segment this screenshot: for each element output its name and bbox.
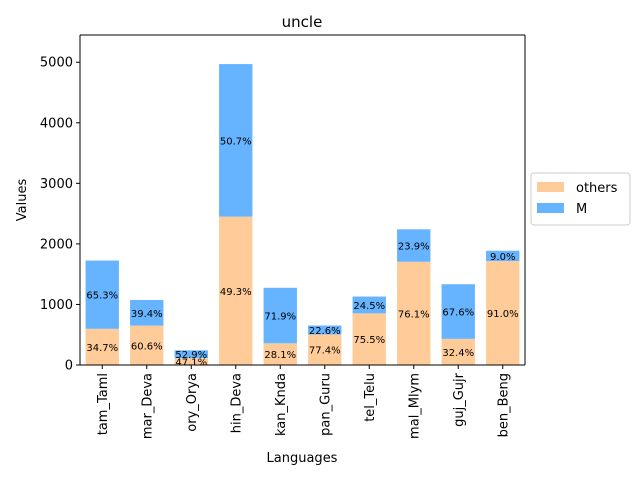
legend: others M	[530, 172, 631, 226]
bar-others-kan_Knda	[263, 343, 297, 365]
data-label-m-kan_Knda: 71.9%	[264, 312, 296, 323]
bar-m-tam_Taml	[85, 260, 119, 329]
bar-others-ben_Beng	[486, 261, 520, 365]
y-tick-label: 5000	[40, 56, 73, 71]
bar-others-guj_Gujr	[441, 338, 475, 365]
data-label-others-tel_Telu: 75.5%	[353, 335, 385, 346]
bar-m-pan_Guru	[308, 325, 342, 335]
data-label-others-ben_Beng: 91.0%	[487, 309, 519, 320]
bar-others-mal_Mlym	[397, 261, 431, 365]
data-label-others-kan_Knda: 28.1%	[264, 350, 296, 361]
data-label-m-hin_Deva: 50.7%	[220, 136, 252, 147]
y-axis-label: Values	[15, 179, 30, 222]
data-label-m-ory_Orya: 52.9%	[175, 350, 207, 361]
bar-m-mal_Mlym	[397, 229, 431, 262]
bar-m-ory_Orya	[174, 350, 208, 359]
x-tick-label: tam_Taml	[96, 373, 111, 435]
legend-swatch-others	[537, 182, 564, 192]
y-tick-label: 0	[65, 359, 73, 374]
legend-swatch-m	[537, 203, 564, 213]
x-tick-label: kan_Knda	[274, 373, 289, 436]
bar-m-tel_Telu	[352, 296, 386, 314]
y-tick-label: 3000	[40, 177, 73, 192]
bar-m-ben_Beng	[486, 250, 520, 262]
plot-area: 34.7% 65.3% 60.6% 39.4% 47.1%52.9% 49.3% 50.7%…	[40, 34, 526, 439]
x-tick-label: tel_Telu	[363, 373, 378, 422]
x-tick-label: ory_Orya	[185, 373, 200, 432]
data-label-others-ory_Orya: 47.1%	[175, 358, 207, 369]
bar-m-kan_Knda	[263, 287, 297, 344]
data-label-others-guj_Gujr: 32.4%	[442, 348, 474, 359]
bar-others-mar_Deva	[130, 325, 164, 365]
legend-label-others: others	[576, 181, 618, 196]
bar-m-guj_Gujr	[441, 284, 475, 339]
bar-m-mar_Deva	[130, 299, 164, 326]
data-label-others-pan_Guru: 77.4%	[309, 346, 341, 357]
bar-others-ory_Orya	[174, 358, 208, 365]
x-tick-label: mal_Mlym	[407, 373, 422, 439]
data-label-others-tam_Taml: 34.7%	[86, 343, 118, 354]
bar-others-tel_Telu	[352, 313, 386, 365]
y-tick-label: 2000	[40, 237, 73, 252]
data-label-m-tam_Taml: 65.3%	[86, 291, 118, 302]
data-label-m-mar_Deva: 39.4%	[131, 309, 163, 320]
chart-title: uncle	[282, 13, 323, 31]
y-tick-label: 4000	[40, 116, 73, 131]
legend-label-m: M	[576, 202, 587, 217]
data-label-others-mar_Deva: 60.6%	[131, 341, 163, 352]
y-tick-label: 1000	[40, 298, 73, 313]
data-label-m-tel_Telu: 24.5%	[353, 301, 385, 312]
data-label-m-guj_Gujr: 67.6%	[442, 308, 474, 319]
x-tick-label: ben_Beng	[496, 373, 511, 437]
x-tick-label: guj_Gujr	[452, 372, 467, 427]
data-label-m-mal_Mlym: 23.9%	[398, 242, 430, 253]
data-label-m-pan_Guru: 22.6%	[309, 326, 341, 337]
data-label-others-mal_Mlym: 76.1%	[398, 309, 430, 320]
bar-m-hin_Deva	[219, 64, 253, 217]
x-tick-label: mar_Deva	[140, 373, 155, 439]
x-tick-label: pan_Guru	[318, 373, 333, 436]
bar-others-tam_Taml	[85, 328, 119, 365]
bar-others-hin_Deva	[219, 216, 253, 365]
x-tick-label: hin_Deva	[229, 373, 244, 433]
x-axis-label: Languages	[267, 451, 338, 466]
bar-others-pan_Guru	[308, 334, 342, 365]
data-label-m-ben_Beng: 9.0%	[490, 252, 515, 263]
data-label-others-hin_Deva: 49.3%	[220, 287, 252, 298]
